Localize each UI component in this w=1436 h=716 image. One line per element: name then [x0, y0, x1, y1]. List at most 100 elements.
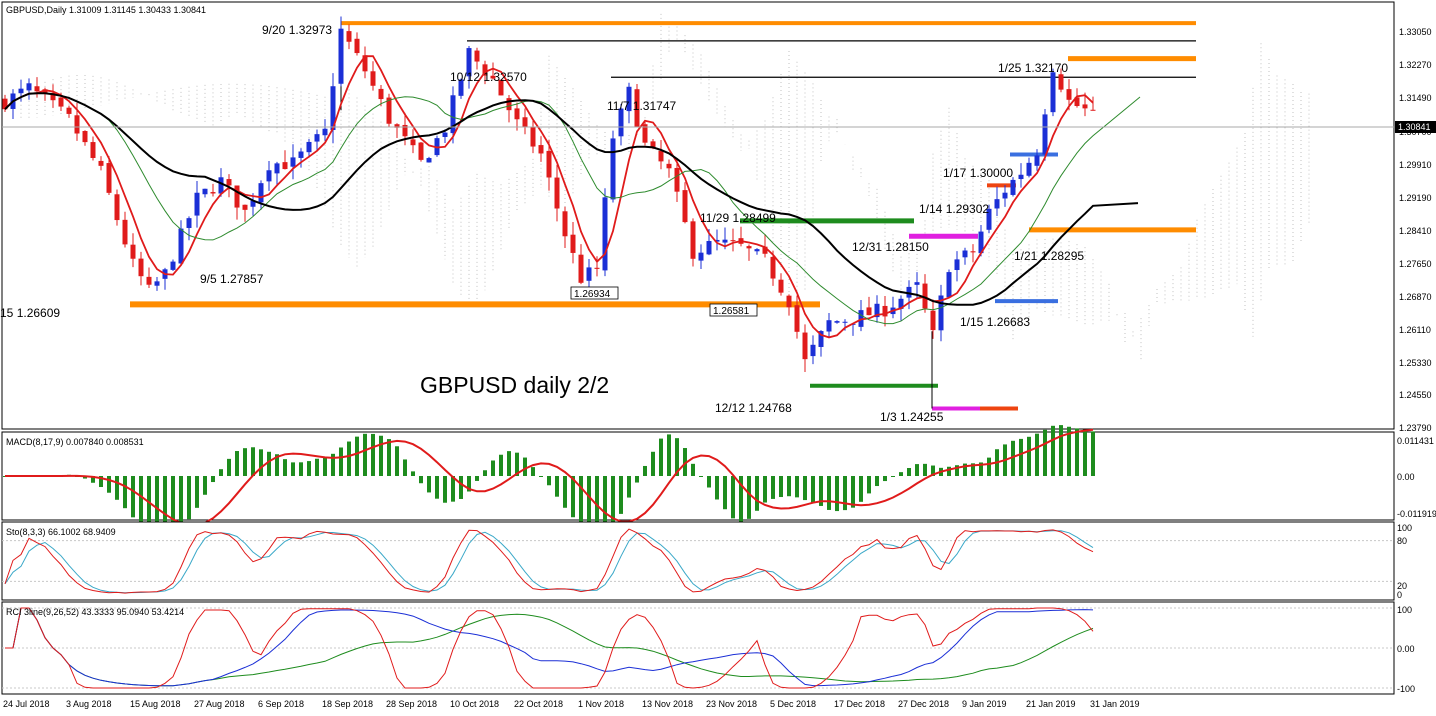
macd-bar — [547, 476, 551, 486]
ichimoku-cloud — [20, 13, 1310, 363]
annotation: 11/29 1.28499 — [700, 211, 776, 225]
main-panel — [1, 1, 1395, 430]
candle-body — [1010, 179, 1016, 195]
annotation: 12/31 1.28150 — [852, 240, 929, 254]
candle-body — [130, 244, 136, 259]
candle-body — [314, 134, 320, 142]
macd-bar — [435, 476, 439, 499]
candle-body — [106, 163, 112, 193]
candle-body — [978, 231, 984, 254]
macd-bar — [259, 449, 263, 476]
candle-body — [554, 177, 560, 209]
candle-body — [650, 141, 656, 148]
annotation: 1/25 1.32170 — [998, 61, 1068, 75]
candle-body — [1026, 162, 1032, 176]
macd-bar — [195, 476, 199, 508]
price-tick: 1.27650 — [1399, 259, 1432, 269]
macd-bar — [963, 463, 967, 476]
candle-body — [282, 162, 288, 170]
candle-body — [306, 141, 312, 153]
price-axis: 1.33050 1.32270 1.31490 1.30700 1.29910 … — [1395, 27, 1436, 433]
macd-bar — [507, 451, 511, 476]
macd-bar — [619, 476, 623, 514]
candle-body — [378, 88, 384, 100]
macd-bar — [755, 476, 759, 511]
candle-body — [954, 259, 960, 271]
candle-body — [18, 88, 24, 94]
macd-bar — [915, 464, 919, 476]
macd-bar — [1059, 425, 1063, 476]
main-header: GBPUSD,Daily 1.31009 1.31145 1.30433 1.3… — [6, 5, 206, 15]
macd-bar — [1043, 429, 1047, 476]
macd-bar — [683, 448, 687, 476]
candle-body — [50, 92, 56, 101]
macd-bar — [179, 476, 183, 528]
macd-bar — [1075, 428, 1079, 476]
macd-bar — [891, 476, 895, 477]
candle-body — [842, 321, 848, 323]
candle-body — [594, 267, 600, 269]
sto-tick: 80 — [1397, 536, 1407, 546]
macd-bar — [499, 454, 503, 476]
macd-bar — [835, 476, 839, 512]
macd-bar — [955, 465, 959, 476]
macd-bar — [899, 472, 903, 476]
candle-body — [298, 151, 304, 158]
candle-body — [690, 221, 696, 259]
date-tick: 23 Nov 2018 — [706, 699, 757, 709]
candle-body — [810, 344, 816, 357]
macd-bar — [459, 476, 463, 499]
macd-bar — [651, 451, 655, 476]
macd-bar — [555, 476, 559, 497]
macd-bar — [403, 459, 407, 476]
candle-body — [626, 86, 632, 112]
candle-body — [1034, 155, 1040, 166]
price-tick: 1.29190 — [1399, 193, 1432, 203]
macd-bar — [491, 460, 495, 476]
candle-body — [178, 228, 184, 264]
candle-body — [1002, 192, 1008, 199]
macd-panel — [1, 431, 1395, 521]
macd-bar — [291, 462, 295, 476]
candle-body — [794, 305, 800, 332]
macd-bar — [267, 451, 271, 476]
macd-bar — [627, 476, 631, 498]
candle-body — [114, 194, 120, 221]
macd-bar — [451, 476, 455, 502]
candle-body — [186, 218, 192, 228]
candle-body — [74, 115, 80, 134]
candle-body — [834, 321, 840, 323]
macd-bar — [131, 476, 135, 518]
candle-body — [210, 192, 216, 194]
price-tick: 1.28410 — [1399, 226, 1432, 236]
candle-body — [538, 145, 544, 154]
candle-body — [474, 50, 480, 62]
rci-tick: 0.00 — [1397, 644, 1415, 654]
candle-body — [530, 127, 536, 147]
macd-bar — [123, 476, 127, 509]
macd-bar — [523, 457, 527, 476]
sto-lines — [2, 528, 1394, 594]
candle-body — [930, 310, 936, 331]
price-tick: 1.24550 — [1399, 390, 1432, 400]
candle-body — [322, 128, 328, 136]
candle-body — [906, 286, 912, 298]
annotation-box — [570, 286, 619, 300]
candle-body — [970, 251, 976, 253]
macd-bar — [171, 476, 175, 534]
macd-bar — [283, 459, 287, 476]
price-tick: 1.32270 — [1399, 60, 1432, 70]
candle-body — [418, 142, 424, 160]
candle-body — [874, 303, 880, 318]
price-tick: 1.26870 — [1399, 292, 1432, 302]
candle-body — [338, 28, 344, 84]
macd-bar — [379, 435, 383, 476]
candle-body — [170, 261, 176, 270]
candle-body — [898, 298, 904, 309]
sto-panel — [1, 521, 1395, 601]
macd-bar — [731, 476, 735, 519]
candle-body — [938, 295, 944, 331]
candle-body — [290, 157, 296, 167]
macd-bar — [387, 439, 391, 476]
macd-bar — [707, 476, 711, 488]
